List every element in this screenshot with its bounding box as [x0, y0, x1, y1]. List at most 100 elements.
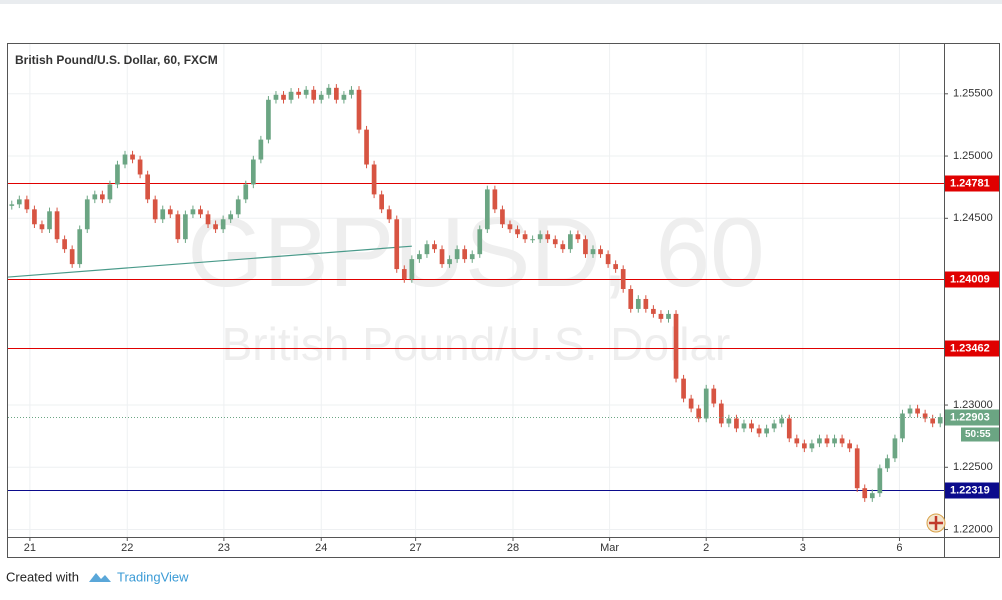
- candle-body: [318, 94, 324, 100]
- candle-body: [560, 244, 566, 250]
- candle-body: [213, 224, 218, 230]
- last-price-label: 1.22903: [950, 411, 990, 423]
- candle-body: [500, 209, 505, 225]
- grid: [8, 44, 944, 537]
- candle-body: [152, 199, 158, 220]
- candle-body: [484, 189, 490, 230]
- candle-body: [401, 269, 407, 280]
- candle-body: [673, 313, 679, 379]
- candle-body: [107, 184, 113, 200]
- candle-body: [69, 249, 75, 265]
- candle-body: [371, 164, 377, 195]
- candle-body: [681, 378, 686, 399]
- candle-body: [651, 308, 656, 314]
- candle-body: [122, 154, 128, 165]
- candle-body: [311, 89, 317, 100]
- candle-body: [326, 87, 332, 95]
- candle-body: [145, 174, 150, 200]
- candle-body: [100, 194, 105, 200]
- candle-body: [115, 164, 120, 185]
- candle-body: [605, 254, 611, 265]
- y-tick-label: 1.22000: [953, 523, 993, 535]
- x-tick-label: 21: [24, 542, 36, 554]
- candle-body: [515, 229, 520, 235]
- candle-body: [892, 438, 898, 459]
- candle-body: [477, 229, 483, 255]
- candle-body: [92, 194, 98, 200]
- candle-body: [869, 493, 875, 499]
- candle-body: [628, 289, 634, 309]
- x-tick-label: 2: [703, 542, 709, 554]
- candle-body: [303, 89, 309, 95]
- candle-body: [824, 438, 830, 444]
- candle-body: [39, 224, 45, 230]
- level-label: 1.24781: [950, 177, 990, 189]
- candle-body: [190, 209, 196, 215]
- candle-body: [349, 89, 354, 95]
- candle-body: [583, 239, 588, 255]
- candle-body: [417, 254, 422, 260]
- candle-body: [522, 234, 528, 240]
- candle-body: [32, 209, 37, 225]
- candle-body: [84, 199, 90, 230]
- candle-body: [424, 244, 430, 255]
- level-label: 1.23462: [950, 342, 990, 354]
- candle-body: [507, 224, 513, 230]
- candle-body: [220, 219, 226, 230]
- candle-body: [281, 94, 286, 100]
- candle-body: [9, 204, 15, 206]
- level-tag: [945, 175, 999, 192]
- candle-body: [137, 159, 143, 175]
- candle-body: [175, 214, 181, 240]
- footer-prefix: Created with: [6, 569, 79, 584]
- x-tick-label: Mar: [600, 542, 619, 554]
- candle-body: [900, 413, 905, 439]
- candle-body: [718, 403, 724, 424]
- x-tick-label: 6: [896, 542, 902, 554]
- x-tick-label: 3: [800, 542, 806, 554]
- candle-body: [726, 418, 732, 424]
- candle-body: [243, 184, 249, 200]
- candle-body: [832, 438, 837, 444]
- candle-body: [16, 199, 22, 205]
- candle-body: [734, 418, 739, 429]
- plot: [8, 84, 944, 502]
- chart-frame: [7, 43, 1000, 558]
- candle-body: [711, 388, 717, 404]
- candle-body: [613, 264, 618, 270]
- flag-cross: [929, 516, 943, 530]
- x-tick-label: 23: [218, 542, 230, 554]
- candle-body: [469, 254, 475, 260]
- candle-body: [658, 313, 664, 319]
- y-tick-label: 1.25500: [953, 88, 993, 100]
- footer-brand[interactable]: TradingView: [117, 569, 189, 584]
- x-tick-label: 27: [409, 542, 421, 554]
- candle-body: [854, 448, 860, 489]
- candle-body: [537, 234, 543, 240]
- candle-body: [167, 209, 173, 215]
- y-tick-label: 1.25000: [953, 150, 993, 162]
- candle-body: [54, 211, 60, 240]
- candle-body: [862, 488, 868, 499]
- axes: 1.22000 1.22500 1.23000 1.24500 1.25000 1.255…: [24, 88, 999, 554]
- candle-body: [341, 94, 347, 100]
- y-tick-label: 1.23000: [953, 399, 993, 411]
- candle-body: [575, 234, 581, 240]
- candle-body: [198, 209, 203, 215]
- candle-body: [847, 443, 852, 449]
- candle-body: [77, 229, 83, 265]
- candle-body: [183, 214, 188, 240]
- candle-body: [160, 209, 166, 220]
- candle-body: [552, 239, 558, 245]
- level-tag: [945, 482, 999, 499]
- chart-title: British Pound/U.S. Dollar, 60, FXCM: [15, 53, 218, 67]
- top-bar: [0, 0, 1002, 4]
- candle-body: [598, 249, 603, 255]
- candle-body: [915, 408, 920, 414]
- candle-body: [703, 388, 709, 419]
- candle-body: [530, 239, 535, 241]
- candle-body: [62, 239, 67, 250]
- candle-body: [749, 423, 754, 429]
- level-tag: [945, 340, 999, 357]
- candle-body: [386, 209, 392, 220]
